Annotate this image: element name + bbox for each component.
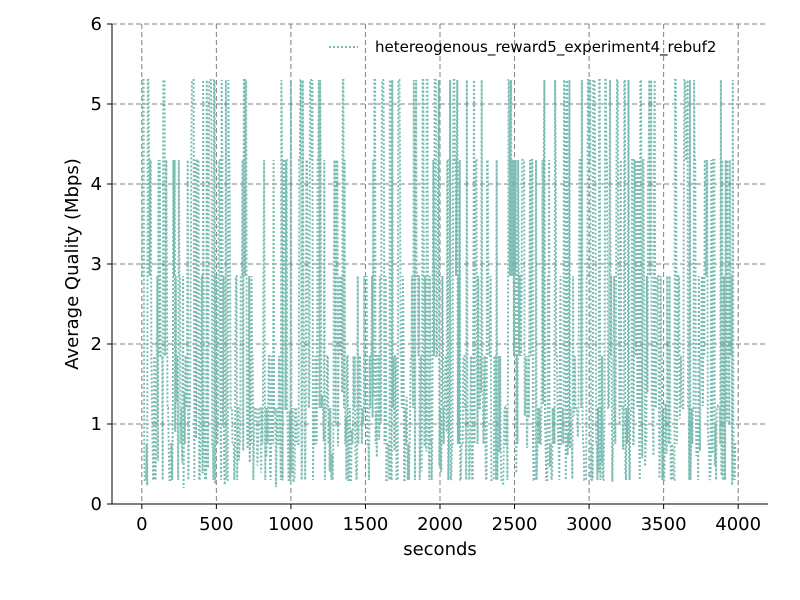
x-tick-label: 4000: [715, 514, 761, 535]
x-tick-label: 1000: [268, 514, 314, 535]
x-axis-label: seconds: [403, 539, 477, 560]
y-tick-label: 2: [91, 334, 102, 355]
y-tick-label: 6: [91, 14, 102, 35]
legend-label: hetereogenous_reward5_experiment4_rebuf2: [375, 38, 716, 57]
series-line: [141, 79, 737, 489]
legend: hetereogenous_reward5_experiment4_rebuf2: [329, 38, 716, 57]
x-tick-label: 2500: [492, 514, 538, 535]
x-ticks: 0 500 1000 1500 2000 2500 3000 3500 4000: [136, 504, 761, 535]
x-tick-label: 500: [199, 514, 233, 535]
series-layer: [141, 79, 737, 489]
x-tick-label: 3500: [641, 514, 687, 535]
y-axis-label: Average Quality (Mbps): [62, 158, 83, 369]
x-tick-label: 0: [136, 514, 147, 535]
y-ticks: 0 1 2 3 4 5 6: [91, 14, 112, 515]
y-tick-label: 1: [91, 414, 102, 435]
x-tick-label: 2000: [417, 514, 463, 535]
y-tick-label: 0: [91, 494, 102, 515]
x-tick-label: 1500: [343, 514, 389, 535]
y-tick-label: 4: [91, 174, 102, 195]
y-tick-label: 5: [91, 94, 102, 115]
y-tick-label: 3: [91, 254, 102, 275]
x-tick-label: 3000: [566, 514, 612, 535]
